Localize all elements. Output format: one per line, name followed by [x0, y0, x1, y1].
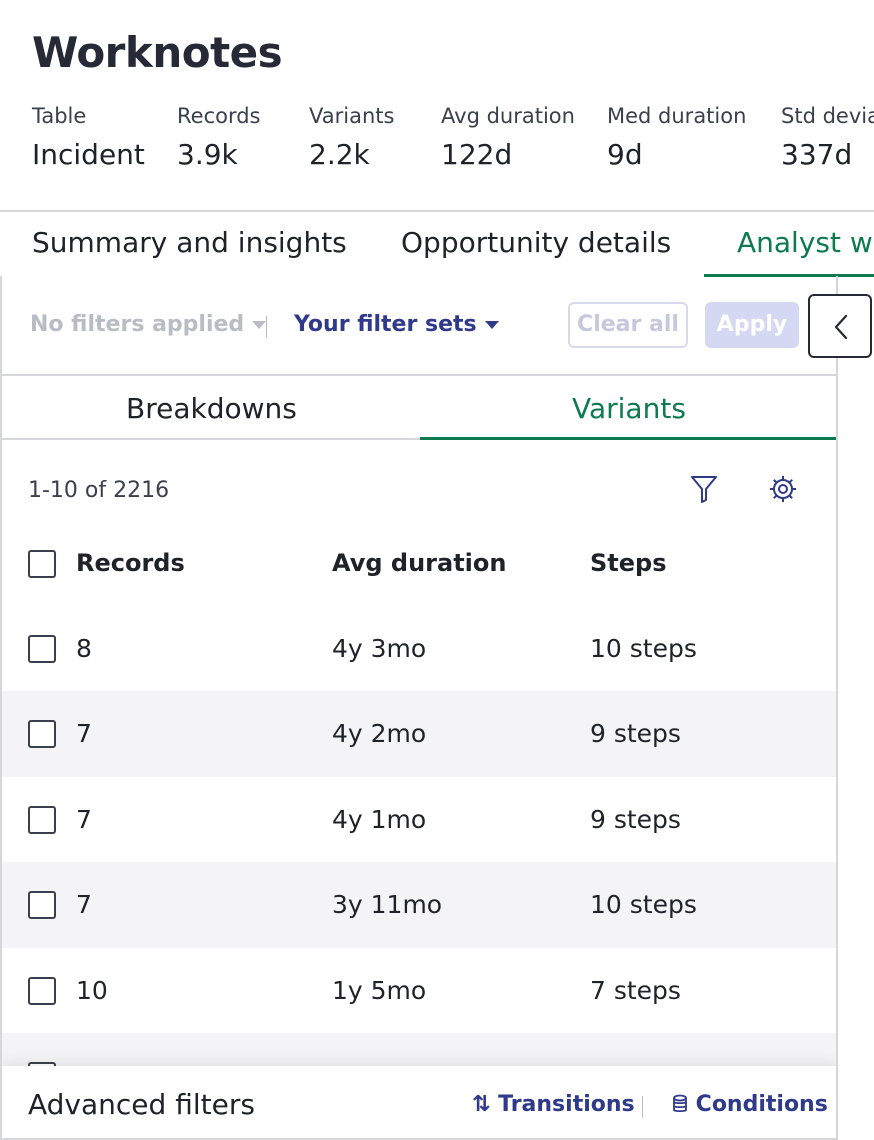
- row-checkbox[interactable]: [28, 977, 56, 1005]
- cell-steps: 7 steps: [590, 976, 681, 1005]
- cell-steps: 10 steps: [590, 634, 697, 663]
- stat-value: 337d: [781, 138, 853, 171]
- cell-steps: 9 steps: [590, 805, 681, 834]
- stat-label: Std devia: [781, 104, 874, 128]
- tab-variants[interactable]: Variants: [572, 392, 686, 425]
- stat-value: 2.2k: [309, 138, 370, 171]
- cell-avg-duration: 1y 5mo: [332, 976, 427, 1005]
- cell-avg-duration: 3y 11mo: [332, 890, 443, 919]
- stat-value: 122d: [441, 138, 513, 171]
- row-checkbox[interactable]: [28, 806, 56, 834]
- divider: [642, 1096, 643, 1118]
- stat-avg-duration: Avg duration 122d: [441, 104, 575, 171]
- table-row[interactable]: 8 4y 3mo 10 steps: [2, 606, 836, 692]
- column-header-avg-duration[interactable]: Avg duration: [332, 549, 507, 577]
- stat-label: Variants: [309, 104, 395, 128]
- subtab-divider: [2, 438, 836, 440]
- filter-sets-dropdown[interactable]: Your filter sets: [294, 312, 499, 337]
- header-divider: [0, 210, 874, 212]
- stat-label: Table: [32, 104, 87, 128]
- stat-label: Med duration: [607, 104, 747, 128]
- conditions-link[interactable]: Conditions: [672, 1092, 828, 1117]
- row-checkbox[interactable]: [28, 891, 56, 919]
- cell-avg-duration: 4y 1mo: [332, 805, 427, 834]
- conditions-label: Conditions: [695, 1092, 828, 1117]
- stat-value: 9d: [607, 138, 643, 171]
- caret-down-icon: [252, 321, 267, 329]
- stat-label: Avg duration: [441, 104, 575, 128]
- sort-arrows-icon: ⇅: [472, 1092, 491, 1117]
- result-count: 1-10 of 2216: [28, 478, 170, 503]
- stat-value: 3.9k: [177, 138, 238, 171]
- divider: [266, 316, 267, 338]
- column-header-records[interactable]: Records: [76, 549, 185, 577]
- column-header-steps[interactable]: Steps: [590, 549, 667, 577]
- active-subtab-underline: [420, 437, 836, 440]
- table-row[interactable]: 10 1y 5mo 7 steps: [2, 948, 836, 1034]
- filter-sets-label: Your filter sets: [294, 312, 477, 337]
- table-row[interactable]: 7 3y 11mo 10 steps: [2, 862, 836, 948]
- active-tab-underline: [704, 274, 874, 277]
- page-title: Worknotes: [32, 28, 283, 77]
- stat-records: Records 3.9k: [177, 104, 261, 171]
- chevron-left-icon: [834, 314, 848, 340]
- cell-records: 10: [76, 976, 108, 1005]
- gear-icon[interactable]: [768, 474, 798, 508]
- apply-button[interactable]: Apply: [705, 302, 799, 348]
- cell-avg-duration: 4y 2mo: [332, 719, 427, 748]
- clear-all-button[interactable]: Clear all: [568, 302, 688, 348]
- transitions-link[interactable]: ⇅ Transitions: [472, 1092, 635, 1117]
- advanced-filters-title: Advanced filters: [28, 1088, 255, 1121]
- stat-variants: Variants 2.2k: [309, 104, 394, 171]
- row-checkbox[interactable]: [28, 720, 56, 748]
- cell-records: 7: [76, 805, 92, 834]
- table-row[interactable]: 7 4y 2mo 9 steps: [2, 691, 836, 777]
- stat-label: Records: [177, 104, 261, 128]
- no-filters-dropdown[interactable]: No filters applied: [30, 312, 267, 337]
- stat-value: Incident: [32, 138, 145, 171]
- cell-steps: 10 steps: [590, 890, 697, 919]
- table-row[interactable]: 7 4y 1mo 9 steps: [2, 777, 836, 863]
- stat-std-deviation: Std devia 337d: [781, 104, 874, 171]
- cell-records: 8: [76, 634, 92, 663]
- stat-med-duration: Med duration 9d: [607, 104, 746, 171]
- tab-opportunity-details[interactable]: Opportunity details: [401, 226, 672, 259]
- advanced-filters-bar: Advanced filters ⇅ Transitions Condition…: [2, 1066, 836, 1138]
- cell-records: 7: [76, 719, 92, 748]
- analyst-panel: No filters applied Your filter sets Clea…: [0, 276, 838, 1140]
- transitions-label: Transitions: [498, 1092, 635, 1117]
- filter-bar: No filters applied Your filter sets Clea…: [2, 276, 836, 376]
- stat-table: Table Incident: [32, 104, 145, 171]
- tab-breakdowns[interactable]: Breakdowns: [126, 392, 297, 425]
- caret-down-icon: [484, 321, 499, 329]
- cell-steps: 9 steps: [590, 719, 681, 748]
- cell-avg-duration: 4y 3mo: [332, 634, 427, 663]
- tab-summary-and-insights[interactable]: Summary and insights: [32, 226, 347, 259]
- row-checkbox[interactable]: [28, 635, 56, 663]
- filter-icon[interactable]: [690, 474, 718, 508]
- select-all-checkbox[interactable]: [28, 550, 56, 578]
- collapse-panel-button[interactable]: [808, 294, 872, 358]
- no-filters-label: No filters applied: [30, 312, 245, 337]
- cell-records: 7: [76, 890, 92, 919]
- tab-analyst-workbench[interactable]: Analyst w: [737, 226, 873, 259]
- database-icon: [672, 1092, 696, 1117]
